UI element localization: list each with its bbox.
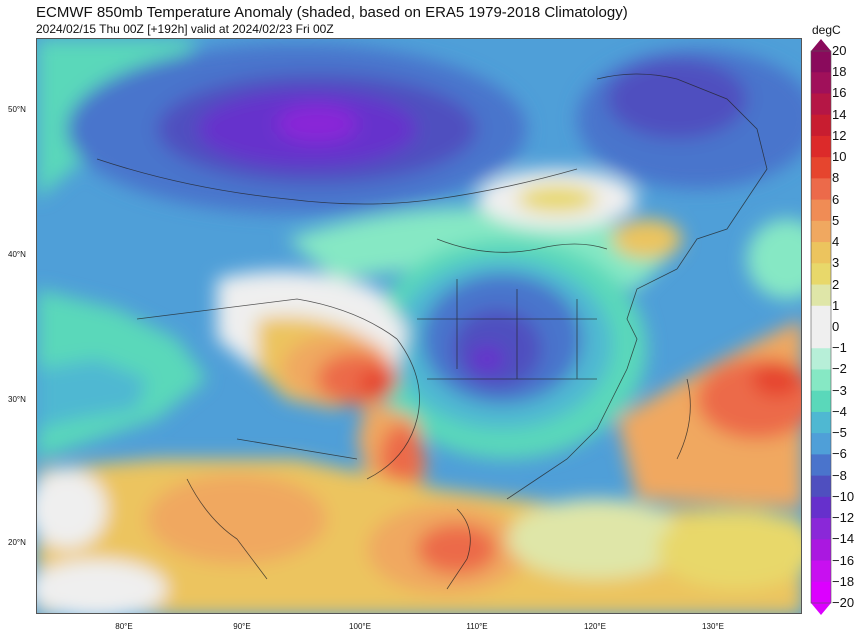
- colorbar-band: [811, 178, 831, 201]
- colorbar-tick-label: −5: [832, 425, 847, 441]
- colorbar-band: [811, 496, 831, 519]
- colorbar-band: [811, 433, 831, 455]
- colorbar-band: [811, 348, 831, 370]
- colorbar-tick-label: 5: [832, 212, 840, 228]
- colorbar-band: [811, 390, 831, 413]
- colorbar-band: [811, 284, 831, 307]
- colorbar-band: [811, 581, 831, 604]
- colorbar-tick-label: −10: [832, 488, 855, 504]
- colorbar-band: [811, 454, 831, 477]
- anomaly-field: [37, 39, 801, 613]
- colorbar-band: [811, 369, 831, 392]
- anomaly-map: [36, 38, 802, 614]
- colorbar-band: [811, 518, 831, 540]
- colorbar-band: [811, 411, 831, 434]
- colorbar-tick-label: −2: [832, 361, 847, 377]
- colorbar-band: [811, 242, 831, 264]
- chart-subtitle: 2024/02/15 Thu 00Z [+192h] valid at 2024…: [36, 22, 334, 36]
- colorbar-tick-label: 0: [832, 319, 840, 334]
- colorbar-band: [811, 157, 831, 179]
- colorbar-tick-label: −20: [832, 595, 855, 610]
- lon-label-110e: 110°E: [466, 622, 488, 631]
- colorbar-tick-label: −14: [832, 531, 855, 547]
- chart-title: ECMWF 850mb Temperature Anomaly (shaded,…: [36, 4, 628, 21]
- colorbar-units: degC: [812, 23, 841, 37]
- colorbar-tick-label: 2: [832, 276, 840, 292]
- borders: [96, 73, 768, 590]
- colorbar-tick-label: 20: [832, 43, 847, 58]
- colorbar-band: [811, 135, 831, 158]
- colorbar-tick-label: 16: [832, 85, 847, 101]
- colorbar-band: [811, 220, 831, 243]
- lat-label-50n: 50°N: [8, 105, 26, 114]
- colorbar-tick-label: 10: [832, 149, 847, 165]
- lon-label-80e: 80°E: [115, 622, 133, 631]
- lon-label-130e: 130°E: [702, 622, 724, 631]
- colorbar-top-extend: [811, 39, 831, 51]
- colorbar-band: [811, 560, 831, 583]
- colorbar-tick-label: 4: [832, 234, 840, 250]
- colorbar-tick-label: −16: [832, 552, 855, 568]
- lon-label-100e: 100°E: [349, 622, 371, 631]
- colorbar-tick-label: 18: [832, 64, 847, 80]
- colorbar-tick-label: −3: [832, 382, 847, 398]
- colorbar-tick-label: −1: [832, 340, 847, 356]
- colorbar-tick-label: −4: [832, 403, 847, 419]
- colorbar-band: [811, 327, 831, 349]
- colorbar: [810, 39, 832, 615]
- colorbar-tick-label: 3: [832, 255, 840, 271]
- colorbar-tick-label: 1: [832, 297, 840, 313]
- colorbar-band: [811, 263, 831, 286]
- colorbar-band: [811, 93, 831, 116]
- colorbar-band: [811, 114, 831, 137]
- colorbar-tick-label: −6: [832, 446, 847, 462]
- colorbar-tick-label: −12: [832, 510, 855, 526]
- anomaly-blobs: [37, 39, 801, 613]
- colorbar-band: [811, 539, 831, 562]
- lat-label-40n: 40°N: [8, 250, 26, 259]
- colorbar-band: [811, 305, 831, 328]
- colorbar-tick-label: −8: [832, 467, 847, 483]
- lat-label-30n: 30°N: [8, 395, 26, 404]
- colorbar-tick-label: 14: [832, 106, 847, 122]
- colorbar-band: [811, 72, 831, 94]
- colorbar-tick-label: −18: [832, 573, 855, 589]
- colorbar-bottom-extend: [811, 603, 831, 615]
- colorbar-tick-label: 6: [832, 191, 840, 207]
- colorbar-tick-label: 12: [832, 127, 847, 143]
- colorbar-band: [811, 199, 831, 222]
- lat-label-20n: 20°N: [8, 538, 26, 547]
- colorbar-band: [811, 51, 831, 73]
- colorbar-tick-label: 8: [832, 170, 840, 186]
- lon-label-120e: 120°E: [584, 622, 606, 631]
- colorbar-band: [811, 475, 831, 498]
- lon-label-90e: 90°E: [233, 622, 251, 631]
